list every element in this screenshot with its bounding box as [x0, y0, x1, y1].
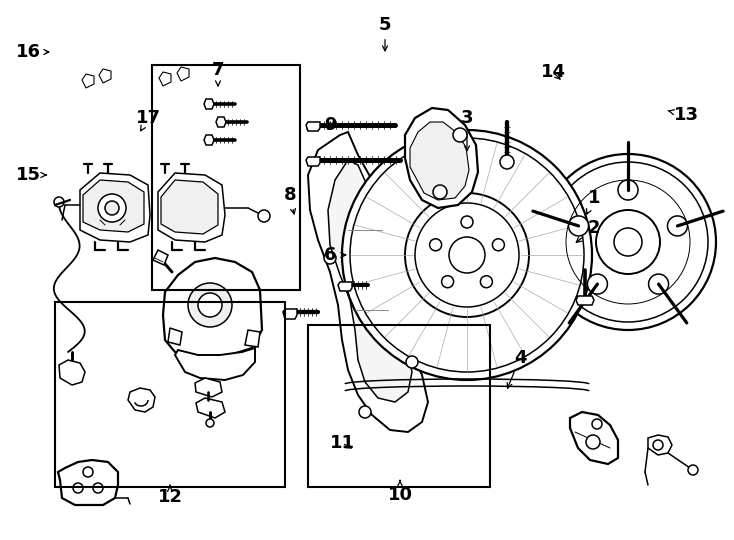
Bar: [55, 302, 285, 487]
Polygon shape: [245, 330, 260, 347]
Circle shape: [415, 203, 519, 307]
Circle shape: [324, 252, 336, 264]
Polygon shape: [308, 132, 428, 432]
Bar: [308, 325, 490, 487]
Polygon shape: [128, 388, 155, 412]
Text: 6: 6: [324, 246, 346, 264]
Text: 12: 12: [158, 485, 183, 506]
Circle shape: [614, 228, 642, 256]
Polygon shape: [80, 173, 150, 242]
Polygon shape: [204, 135, 214, 145]
Circle shape: [429, 239, 442, 251]
Circle shape: [406, 356, 418, 368]
Polygon shape: [195, 378, 222, 397]
Text: 15: 15: [15, 166, 46, 184]
Circle shape: [188, 283, 232, 327]
Circle shape: [93, 483, 103, 493]
Text: 5: 5: [379, 16, 391, 51]
Circle shape: [350, 138, 584, 372]
Circle shape: [548, 162, 708, 322]
Text: 8: 8: [283, 186, 297, 214]
Circle shape: [480, 276, 493, 288]
Text: 10: 10: [388, 481, 413, 504]
Polygon shape: [177, 67, 189, 81]
Circle shape: [433, 185, 447, 199]
Polygon shape: [570, 412, 618, 464]
Polygon shape: [153, 250, 168, 265]
Polygon shape: [328, 160, 412, 402]
Polygon shape: [283, 309, 297, 319]
Polygon shape: [204, 99, 214, 109]
Polygon shape: [306, 157, 320, 166]
Polygon shape: [58, 460, 118, 505]
Polygon shape: [82, 74, 94, 88]
Circle shape: [342, 130, 592, 380]
Circle shape: [359, 406, 371, 418]
Circle shape: [442, 276, 454, 288]
Polygon shape: [59, 360, 85, 385]
Circle shape: [653, 440, 663, 450]
Circle shape: [73, 483, 83, 493]
Circle shape: [54, 197, 64, 207]
Text: 14: 14: [540, 63, 565, 81]
Text: 4: 4: [507, 349, 526, 388]
Circle shape: [569, 216, 589, 236]
Text: 1: 1: [586, 189, 600, 214]
Polygon shape: [410, 122, 469, 200]
Polygon shape: [338, 282, 352, 291]
Polygon shape: [99, 69, 111, 83]
Polygon shape: [175, 348, 255, 380]
Circle shape: [667, 216, 688, 236]
Circle shape: [618, 180, 638, 200]
Bar: [152, 65, 300, 290]
Polygon shape: [159, 72, 171, 86]
Circle shape: [198, 293, 222, 317]
Polygon shape: [168, 328, 182, 345]
Circle shape: [500, 155, 514, 169]
Circle shape: [493, 239, 504, 251]
Polygon shape: [576, 296, 594, 305]
Polygon shape: [161, 180, 218, 234]
Circle shape: [596, 210, 660, 274]
Text: 11: 11: [330, 434, 355, 452]
Circle shape: [206, 419, 214, 427]
Circle shape: [688, 465, 698, 475]
Text: 3: 3: [461, 109, 473, 151]
Circle shape: [98, 194, 126, 222]
Text: 16: 16: [15, 43, 49, 61]
Circle shape: [540, 154, 716, 330]
Polygon shape: [158, 173, 225, 242]
Circle shape: [449, 237, 485, 273]
Polygon shape: [163, 258, 262, 357]
Text: 13: 13: [668, 106, 699, 124]
Circle shape: [83, 467, 93, 477]
Text: 9: 9: [307, 116, 336, 134]
Circle shape: [105, 201, 119, 215]
Polygon shape: [216, 117, 226, 127]
Text: 17: 17: [136, 109, 161, 131]
Polygon shape: [405, 108, 478, 208]
Polygon shape: [306, 122, 320, 131]
Circle shape: [592, 419, 602, 429]
Polygon shape: [83, 180, 144, 232]
Circle shape: [649, 274, 669, 294]
Circle shape: [405, 193, 529, 317]
Circle shape: [586, 435, 600, 449]
Circle shape: [461, 216, 473, 228]
Polygon shape: [196, 398, 225, 418]
Circle shape: [258, 210, 270, 222]
Text: 7: 7: [211, 61, 225, 86]
Circle shape: [453, 128, 467, 142]
Text: 2: 2: [576, 219, 600, 242]
Polygon shape: [648, 435, 672, 455]
Circle shape: [587, 274, 608, 294]
